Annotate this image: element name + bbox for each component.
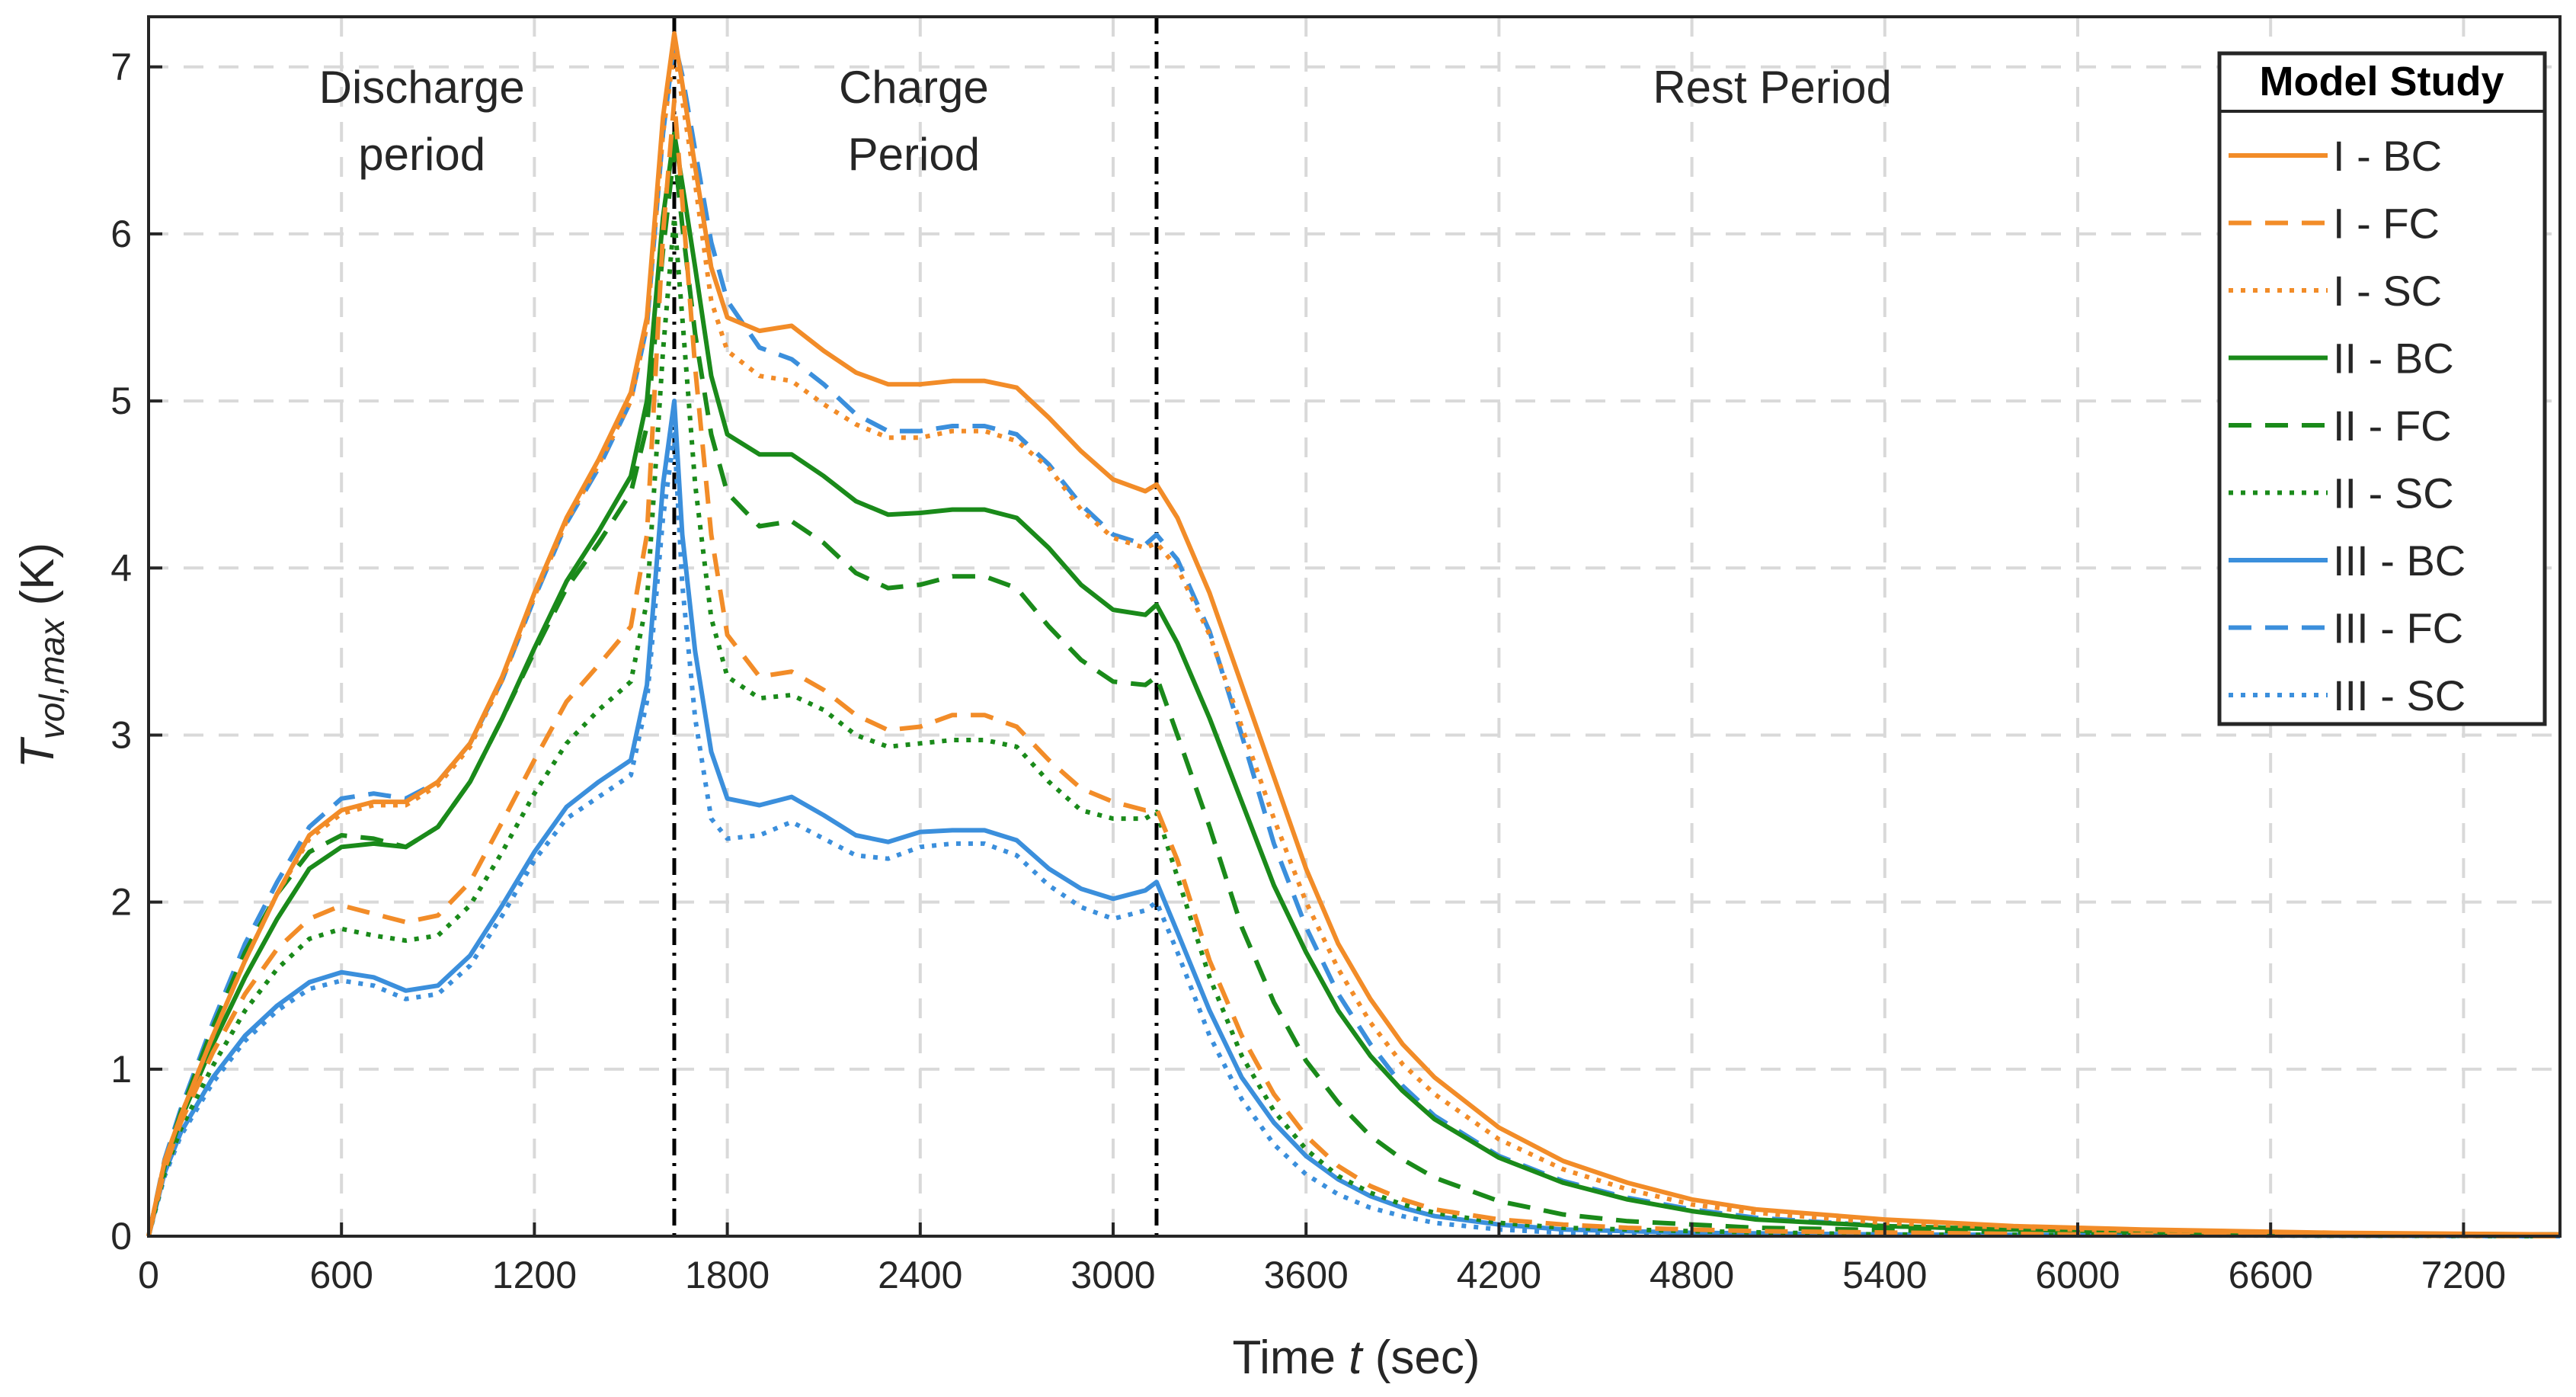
- x-axis-label-suffix: (sec): [1362, 1331, 1480, 1384]
- period-label-line: Period: [848, 129, 980, 180]
- legend-label: I - BC: [2333, 132, 2442, 180]
- legend-title: Model Study: [2260, 59, 2504, 104]
- x-tick-label: 4800: [1650, 1254, 1734, 1296]
- legend-label: II - FC: [2333, 402, 2452, 450]
- legend-label: I - SC: [2333, 267, 2442, 315]
- period-label-line: period: [358, 129, 485, 180]
- x-axis-label-variable: t: [1349, 1331, 1364, 1384]
- x-tick-label: 0: [138, 1254, 159, 1296]
- series-line-ii-sc: [146, 215, 2561, 1238]
- series-line-iii-bc: [146, 399, 2561, 1238]
- period-label-line: Rest Period: [1653, 62, 1891, 113]
- axis-ticks: 0 600 1200 1800 2400 3000 3600 4200 4800 5400 6000…: [110, 46, 2506, 1296]
- period-label-line: Charge: [839, 62, 989, 113]
- y-tick-label: 4: [110, 546, 132, 589]
- period-label-line: Discharge: [319, 62, 525, 113]
- period-label: Discharge period: [319, 62, 525, 180]
- series-line-i-fc: [146, 98, 2561, 1238]
- y-axis-label-symbol: T: [11, 736, 64, 768]
- x-axis-label: Time t (sec): [1233, 1331, 1480, 1384]
- legend-label: II - BC: [2333, 335, 2454, 383]
- x-tick-label: 1800: [685, 1254, 770, 1296]
- plot-frame: [147, 15, 2562, 1238]
- series-line-iii-fc: [146, 39, 2561, 1237]
- x-tick-label: 600: [309, 1254, 373, 1296]
- series-line-iii-sc: [146, 431, 2561, 1238]
- series-line-ii-fc: [146, 148, 2561, 1238]
- x-tick-label: 5400: [1842, 1254, 1927, 1296]
- legend-label: III - BC: [2333, 537, 2466, 585]
- y-tick-label: 3: [110, 713, 132, 756]
- y-tick-label: 7: [110, 46, 132, 88]
- x-tick-label: 4200: [1457, 1254, 1541, 1296]
- x-tick-label: 3000: [1070, 1254, 1155, 1296]
- legend-items: I - BC I - FC I - SC II - BC II - FC II - SC I…: [2229, 132, 2466, 719]
- y-tick-label: 2: [110, 881, 132, 924]
- y-axis-label-subscript: vol,max: [32, 617, 72, 739]
- series-lines: [146, 30, 2561, 1238]
- x-tick-label: 6000: [2035, 1254, 2120, 1296]
- period-lines: [672, 17, 1159, 1236]
- x-tick-label: 3600: [1264, 1254, 1349, 1296]
- series-line-i-sc: [146, 47, 2561, 1237]
- y-tick-label: 5: [110, 380, 132, 422]
- legend-label: II - SC: [2333, 469, 2454, 517]
- y-axis-label-unit: (K): [11, 543, 64, 619]
- x-tick-label: 7200: [2421, 1254, 2506, 1296]
- x-tick-label: 1200: [492, 1254, 577, 1296]
- legend-box: [2217, 51, 2547, 726]
- legend-label: I - FC: [2333, 200, 2440, 248]
- period-labels: Discharge period Charge Period Rest Period: [319, 62, 1892, 180]
- legend: Model Study I - BC I - FC I - SC II - BC II …: [2217, 51, 2547, 726]
- grid: [149, 17, 2560, 1236]
- y-tick-label: 6: [110, 213, 132, 255]
- x-tick-label: 2400: [878, 1254, 962, 1296]
- period-label: Rest Period: [1653, 62, 1891, 113]
- legend-label: III - FC: [2333, 604, 2463, 652]
- legend-label: III - SC: [2333, 671, 2466, 719]
- x-tick-label: 6600: [2229, 1254, 2313, 1296]
- series-line-i-bc: [146, 30, 2561, 1237]
- y-axis-label: Tvol,max (K): [11, 543, 72, 768]
- y-tick-label: 0: [110, 1215, 132, 1258]
- x-axis-label-prefix: Time: [1233, 1331, 1349, 1384]
- period-label: Charge Period: [839, 62, 989, 180]
- y-tick-label: 1: [110, 1048, 132, 1091]
